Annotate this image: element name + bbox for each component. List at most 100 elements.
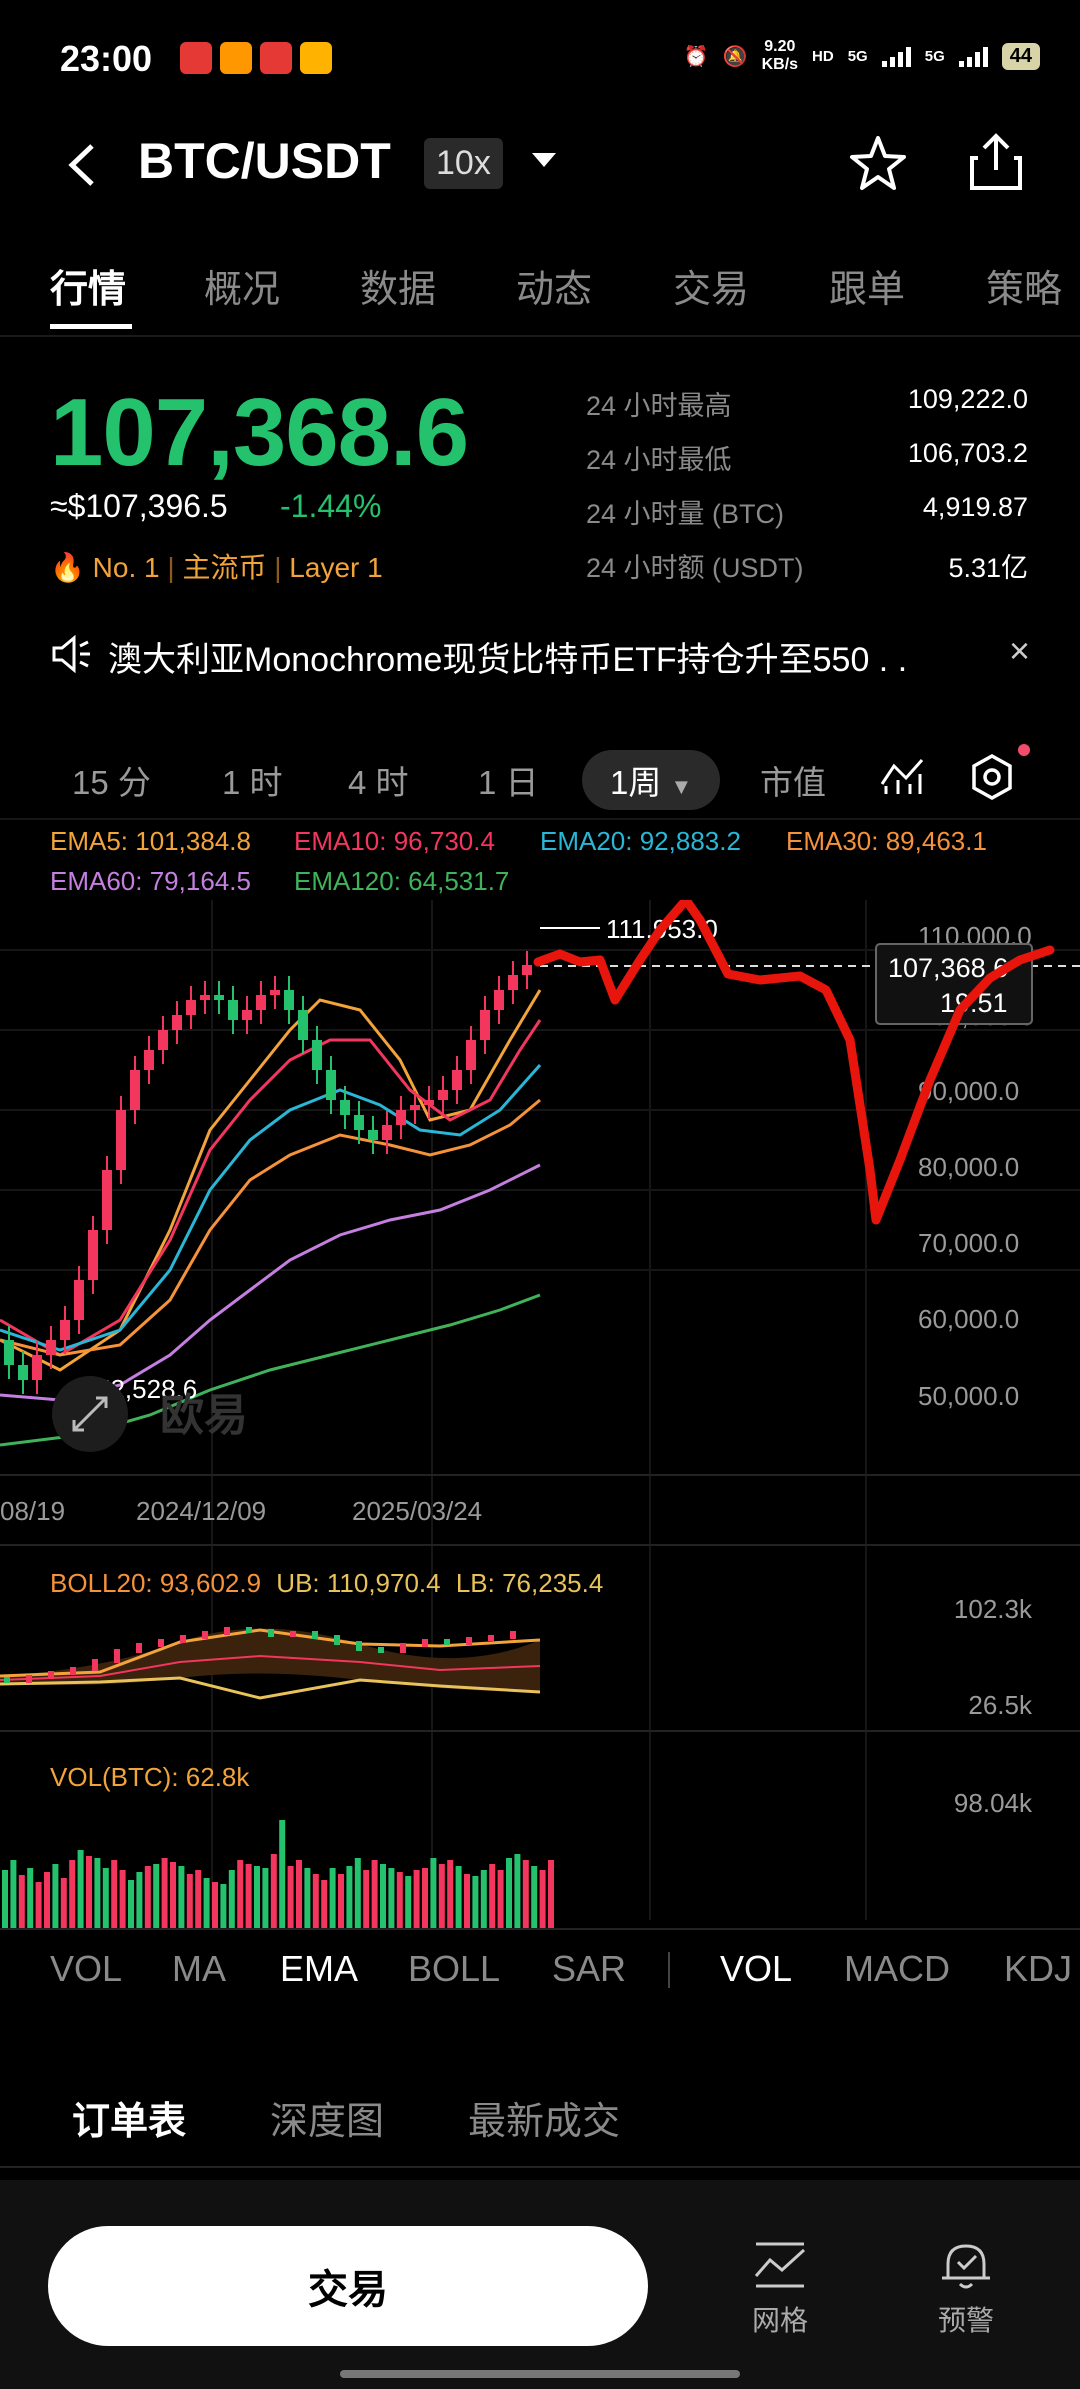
interval-15m[interactable]: 15 分 (72, 764, 151, 801)
indicator-macd[interactable]: MACD (844, 1948, 950, 1989)
boll-candle (92, 1659, 98, 1671)
y-tick: 90,000.0 (918, 1076, 1019, 1106)
indicator-sub-vol[interactable]: VOL (720, 1948, 793, 1989)
tab-market[interactable]: 行情 (50, 269, 127, 311)
section-tabs: 行情 概况 数据 动态 交易 跟单 策略 (0, 250, 1080, 336)
boll-candle (136, 1643, 142, 1653)
app-notification-icon (220, 42, 252, 74)
interval-1d[interactable]: 1 日 (478, 764, 539, 801)
rank-tag[interactable]: No. 1 (92, 552, 160, 583)
volume-bar (203, 1878, 210, 1930)
volume-bar (464, 1874, 470, 1930)
indicator-ma[interactable]: MA (172, 1948, 226, 1989)
boll-candle (114, 1649, 120, 1663)
candle-body (270, 990, 280, 995)
candle-body (312, 1040, 322, 1070)
candle-body (508, 975, 518, 990)
bell-icon (942, 2244, 990, 2289)
back-icon[interactable] (64, 140, 100, 203)
tab-data[interactable]: 数据 (360, 269, 437, 311)
tab-trade[interactable]: 交易 (673, 269, 750, 311)
interval-4h[interactable]: 4 时 (348, 764, 409, 801)
trade-button[interactable]: 交易 (48, 2226, 648, 2346)
volume-bar (44, 1872, 50, 1930)
tab-recent-trades[interactable]: 最新成交 (468, 2101, 621, 2143)
indicator-kdj[interactable]: KDJ (1004, 1948, 1073, 1989)
tab-strategy[interactable]: 策略 (986, 269, 1063, 311)
candle-body (438, 1090, 448, 1100)
pair-title[interactable]: BTC/USDT (138, 133, 391, 189)
volume-bar (296, 1860, 302, 1930)
candle-body (410, 1105, 420, 1110)
leverage-badge[interactable]: 10x (424, 138, 503, 189)
indicator-sar[interactable]: SAR (552, 1948, 627, 1989)
vol-top-tick: 98.04k (953, 1788, 1032, 1818)
volume-bar (18, 1875, 25, 1930)
kline-chart[interactable]: 111,953.0 52,528.6 110,000.0 100,000.0 9… (0, 900, 1080, 1930)
volume-bar (396, 1872, 403, 1930)
candle-body (46, 1340, 56, 1355)
settings-icon[interactable] (968, 752, 1016, 807)
volume-bar (220, 1884, 227, 1930)
boll-candle (4, 1677, 10, 1683)
chevron-down-icon[interactable] (530, 144, 558, 178)
app-notification-icon (180, 42, 212, 74)
boll-chart (0, 1627, 541, 1700)
stat-label: 24 小时量 (BTC) (586, 499, 785, 529)
star-icon[interactable] (846, 132, 910, 201)
boll-candle (158, 1639, 164, 1647)
close-icon[interactable]: × (1008, 630, 1030, 671)
candle-body (4, 1340, 14, 1365)
sim2-label: 5G (924, 47, 945, 65)
alarm-icon: ⏰ (683, 45, 709, 68)
divider (0, 818, 1080, 820)
volume-bar (161, 1858, 168, 1930)
app-notification-icon (300, 42, 332, 74)
boll-label: BOLL20: 93,602.9 UB: 110,970.4 LB: 76,23… (50, 1568, 604, 1598)
boll-candle (378, 1647, 384, 1653)
candle-body (32, 1355, 42, 1380)
indicator-icon[interactable] (878, 754, 926, 805)
category-tag[interactable]: 主流币 (182, 552, 267, 583)
indicator-ema[interactable]: EMA (280, 1948, 359, 1989)
tab-depth[interactable]: 深度图 (270, 2101, 385, 2143)
indicator-vol[interactable]: VOL (50, 1948, 123, 1989)
candle-body (172, 1015, 182, 1030)
battery-icon: 44 (1001, 42, 1040, 70)
tab-news[interactable]: 动态 (516, 269, 593, 311)
candle-body (74, 1280, 84, 1320)
home-indicator[interactable] (340, 2370, 740, 2378)
boll-bottom-tick: 26.5k (968, 1690, 1032, 1720)
volume-bar (237, 1860, 244, 1930)
candle-body (60, 1320, 70, 1340)
candle-body (396, 1110, 406, 1125)
volume-bar (480, 1870, 487, 1930)
interval-1h[interactable]: 1 时 (222, 764, 283, 801)
y-tick: 70,000.0 (918, 1228, 1019, 1258)
share-icon[interactable] (966, 130, 1026, 199)
candle-body (522, 965, 532, 975)
boll-candle (290, 1631, 296, 1637)
chevron-down-icon: ▼ (670, 774, 693, 799)
volume-bar (539, 1870, 546, 1930)
candle-body (228, 1000, 238, 1020)
volume-bar (195, 1870, 202, 1930)
layer-tag[interactable]: Layer 1 (289, 552, 383, 583)
volume-bar (94, 1858, 101, 1930)
grid-button[interactable]: 网格 (720, 2238, 840, 2339)
ema20-label: EMA20: 92,883.2 (540, 826, 741, 856)
alert-button[interactable]: 预警 (906, 2238, 1026, 2339)
tab-overview[interactable]: 概况 (204, 269, 281, 311)
stat-label: 24 小时额 (USDT) (586, 553, 804, 583)
tab-orderbook[interactable]: 订单表 (72, 2101, 187, 2143)
tab-copy[interactable]: 跟单 (829, 269, 906, 311)
indicator-boll[interactable]: BOLL (408, 1948, 501, 1989)
signal-icon (881, 45, 911, 67)
candle-body (368, 1130, 378, 1140)
interval-1w[interactable]: 1周 ▼ (582, 750, 721, 810)
active-tab-indicator (50, 324, 132, 329)
volume-bar (472, 1876, 479, 1930)
candle-body (354, 1115, 364, 1130)
news-text[interactable]: 澳大利亚Monochrome现货比特币ETF持仓升至550 . . (108, 641, 908, 679)
interval-marketcap[interactable]: 市值 (760, 764, 826, 801)
